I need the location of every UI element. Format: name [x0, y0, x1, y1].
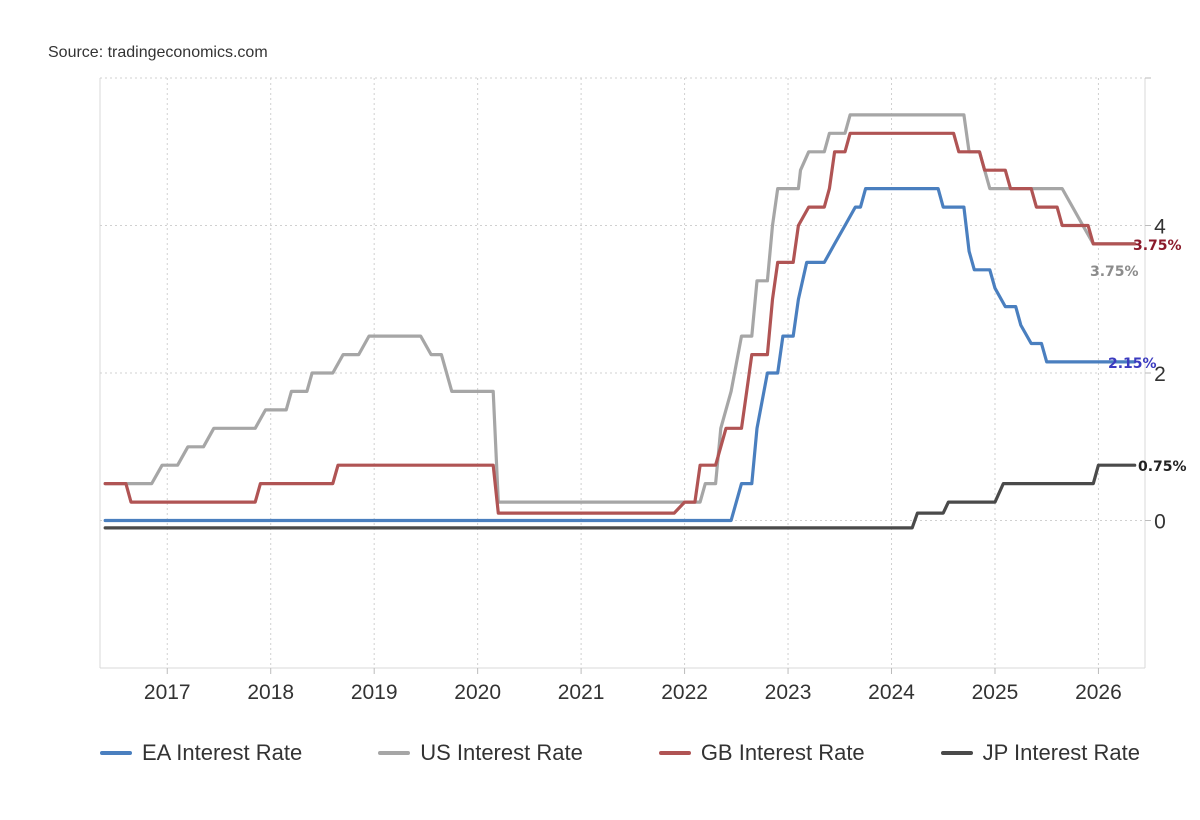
legend-item-jp[interactable]: JP Interest Rate [940, 740, 1140, 766]
x-tick-label: 2022 [661, 681, 708, 704]
legend-item-us[interactable]: US Interest Rate [378, 740, 583, 766]
series-line-gb [103, 131, 1137, 515]
end-label-jp: 0.75% [1138, 459, 1187, 475]
axis-labels: 2017 2018 2019 2020 2021 2022 2023 2024 2025 2026… [144, 216, 1187, 705]
source-label: Source: tradingeconomics.com [48, 44, 268, 61]
legend-item-gb[interactable]: GB Interest Rate [658, 740, 865, 766]
legend-swatch-gb [658, 751, 691, 755]
legend-swatch-ea [100, 751, 132, 755]
x-tick-label: 2017 [144, 681, 191, 704]
x-tick-label: 2026 [1075, 681, 1122, 704]
x-tick-label: 2018 [247, 681, 294, 704]
x-tick-label: 2021 [558, 681, 605, 704]
y-tick-label: 0 [1154, 511, 1166, 534]
legend-label-jp: JP Interest Rate [982, 740, 1140, 765]
legend-label-us: US Interest Rate [420, 740, 583, 765]
y-tick-label: 2 [1154, 363, 1166, 386]
legend-swatch-jp [940, 751, 973, 755]
legend-label-gb: GB Interest Rate [700, 740, 865, 765]
series-line-jp [103, 463, 1137, 530]
end-label-us: 3.75% [1090, 264, 1139, 280]
legend-swatch-us [378, 751, 411, 755]
x-tick-label: 2020 [454, 681, 501, 704]
series-line-us [103, 113, 1137, 504]
y-tick-label: 4 [1154, 216, 1166, 239]
x-tick-label: 2024 [868, 681, 915, 704]
x-tick-label: 2025 [972, 681, 1019, 704]
x-tick-label: 2023 [765, 681, 812, 704]
end-label-ea: 2.15% [1108, 356, 1157, 372]
legend-item-ea[interactable]: EA Interest Rate [100, 740, 302, 766]
legend-label-ea: EA Interest Rate [142, 740, 303, 765]
end-label-gb: 3.75% [1133, 238, 1182, 254]
series-lines [103, 113, 1137, 530]
series-line-ea [103, 187, 1137, 523]
grid [99, 77, 1151, 674]
legend: EA Interest Rate US Interest Rate GB Int… [100, 740, 1140, 766]
x-tick-label: 2019 [351, 681, 398, 704]
